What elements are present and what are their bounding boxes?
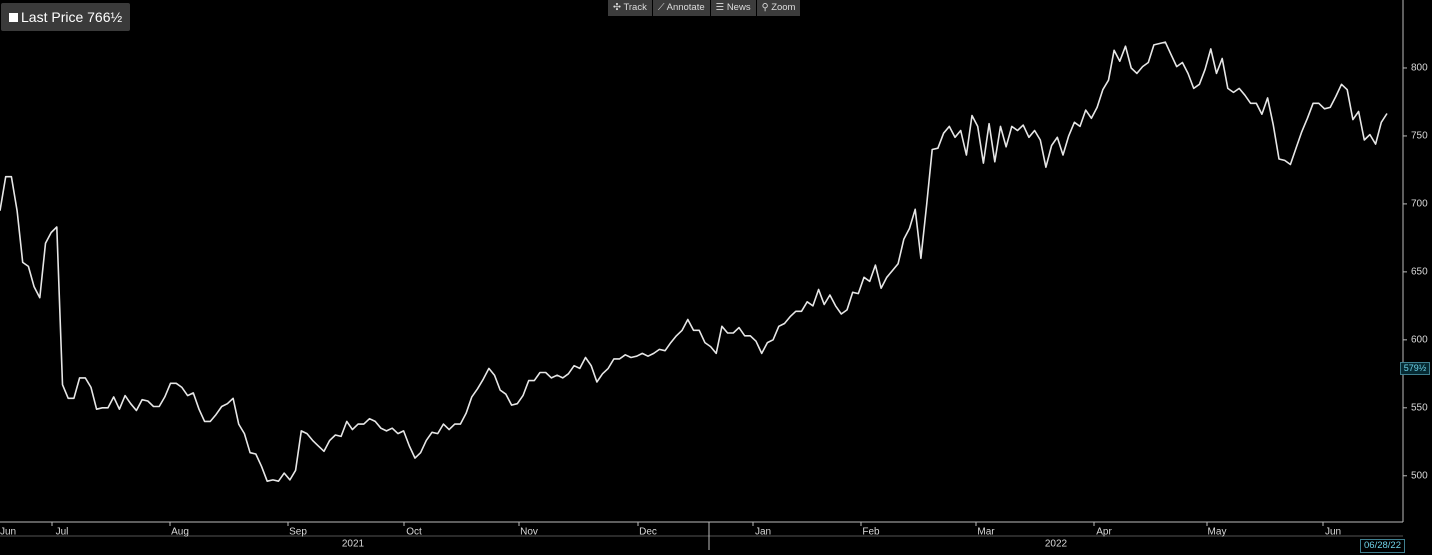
x-tick-label: Sep [289, 527, 307, 538]
year-label: 2021 [342, 539, 365, 550]
x-tick-label: Apr [1096, 527, 1112, 538]
price-marker: 579½ [1400, 361, 1430, 375]
button-label: Annotate [666, 2, 705, 13]
button-label: Track [623, 2, 647, 13]
y-tick-label: 750 [1411, 131, 1428, 142]
x-tick-label: Feb [862, 527, 880, 538]
x-tick-label: Jun [0, 527, 16, 538]
annotate-button[interactable]: ⟋ Annotate [652, 0, 710, 16]
x-tick-label: Jun [1325, 527, 1341, 538]
track-button[interactable]: ✣ Track [608, 0, 652, 16]
y-tick-label: 550 [1411, 402, 1428, 413]
x-tick-label: Nov [520, 527, 538, 538]
x-tick-label: May [1208, 527, 1227, 538]
legend: Last Price 766½ [1, 3, 131, 31]
y-tick-label: 600 [1411, 334, 1428, 345]
price-line [0, 41, 1388, 482]
button-label: News [726, 2, 751, 13]
legend-value: 766½ [87, 9, 123, 25]
news-button[interactable]: ☰ News [710, 0, 756, 16]
y-tick-label: 700 [1411, 199, 1428, 210]
x-tick-label: Jan [755, 527, 771, 538]
toolbar: ✣ Track ⟋ Annotate ☰ News ⚲ Zoom [608, 0, 801, 16]
zoom-button[interactable]: ⚲ Zoom [756, 0, 801, 16]
button-label: Zoom [771, 2, 796, 13]
x-tick-label: Aug [171, 527, 189, 538]
year-label: 2022 [1045, 539, 1068, 550]
legend-name: Last Price [21, 9, 84, 25]
y-tick-label: 800 [1411, 63, 1428, 74]
y-tick-label: 650 [1411, 267, 1428, 278]
y-tick-label: 500 [1411, 470, 1428, 481]
x-tick-label: Oct [406, 527, 422, 538]
date-label: 06/28/22 [1360, 539, 1405, 553]
x-tick-label: Mar [977, 527, 995, 538]
x-tick-label: Jul [56, 527, 69, 538]
legend-swatch [9, 13, 18, 22]
x-tick-label: Dec [639, 527, 657, 538]
